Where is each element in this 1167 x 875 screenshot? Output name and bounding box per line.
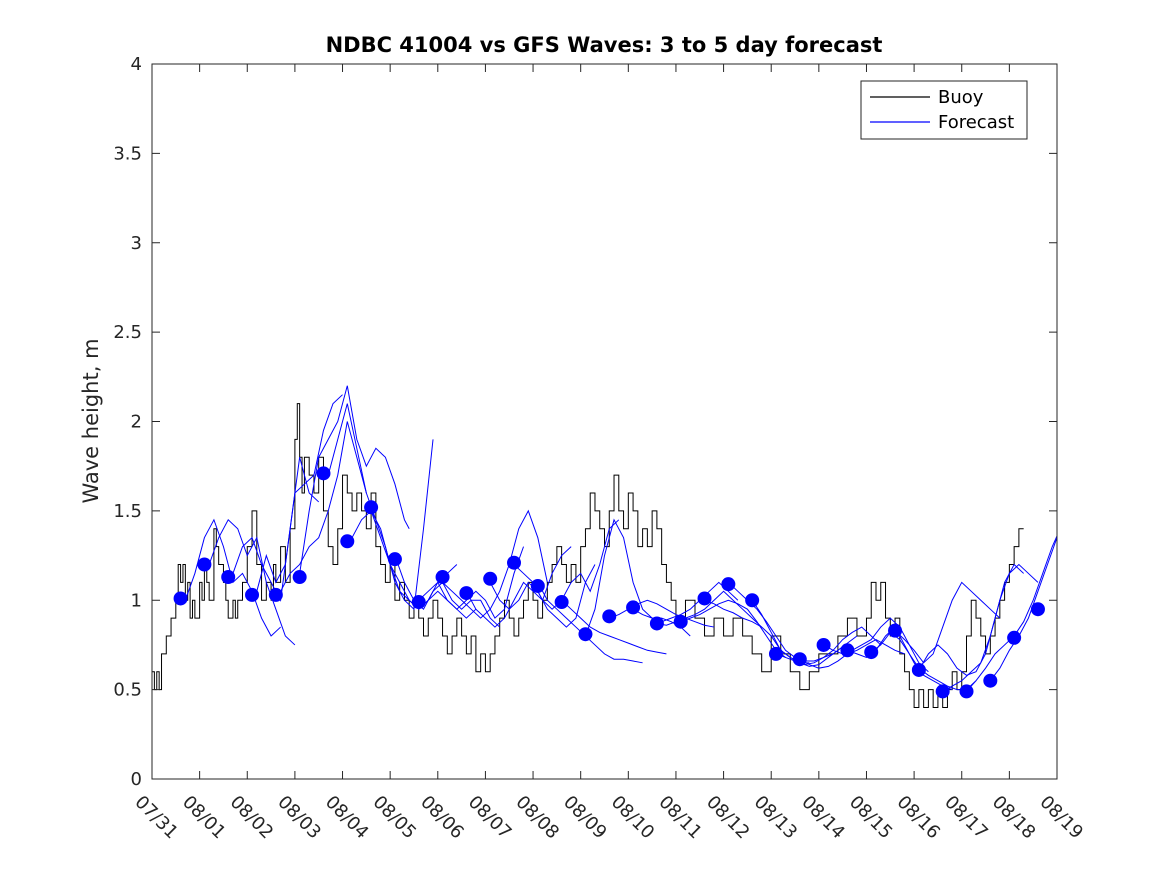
forecast-point bbox=[316, 466, 331, 481]
forecast-point bbox=[649, 616, 664, 631]
y-tick-label: 3.5 bbox=[113, 143, 142, 164]
forecast-point bbox=[1007, 630, 1022, 645]
forecast-point bbox=[435, 570, 450, 585]
forecast-point bbox=[173, 591, 188, 606]
forecast-point bbox=[792, 652, 807, 667]
forecast-point bbox=[697, 591, 712, 606]
forecast-line bbox=[280, 421, 367, 592]
forecast-line bbox=[989, 537, 1057, 681]
forecast-point bbox=[530, 578, 545, 593]
forecast-point bbox=[268, 587, 283, 602]
forecast-point bbox=[840, 643, 855, 658]
forecast-point bbox=[292, 570, 307, 585]
forecast-line bbox=[847, 626, 953, 691]
forecast-point bbox=[387, 552, 402, 567]
forecast-line bbox=[942, 563, 1039, 692]
forecast-line bbox=[561, 599, 667, 655]
forecast-points bbox=[173, 466, 1045, 699]
forecast-line bbox=[632, 581, 739, 623]
forecast-point bbox=[602, 609, 617, 624]
forecast-point bbox=[626, 600, 641, 615]
forecast-point bbox=[673, 614, 688, 629]
forecast-point bbox=[221, 570, 236, 585]
forecast-point bbox=[459, 586, 474, 601]
forecast-point bbox=[935, 684, 950, 699]
forecast-line bbox=[918, 563, 1025, 676]
y-tick-label: 0.5 bbox=[113, 680, 142, 701]
forecast-point bbox=[959, 684, 974, 699]
forecast-line bbox=[184, 518, 281, 637]
forecast-line bbox=[299, 385, 410, 574]
forecast-line bbox=[442, 509, 548, 619]
forecast-point bbox=[245, 587, 260, 602]
forecast-point bbox=[911, 662, 926, 677]
buoy-line bbox=[152, 403, 1024, 708]
legend-box bbox=[860, 80, 1028, 140]
forecast-point bbox=[983, 673, 998, 688]
forecast-point bbox=[364, 500, 379, 515]
forecast-point bbox=[483, 571, 498, 586]
forecast-point bbox=[507, 555, 521, 570]
forecast-point bbox=[768, 646, 783, 661]
y-tick-label: 1 bbox=[131, 590, 142, 611]
legend-forecast-label: Forecast bbox=[938, 112, 1014, 133]
y-axis-label: Wave height, m bbox=[79, 338, 103, 503]
legend: Buoy Forecast bbox=[860, 80, 1028, 140]
forecast-point bbox=[888, 623, 903, 638]
forecast-point bbox=[864, 645, 879, 660]
y-tick-label: 2.5 bbox=[113, 322, 142, 343]
buoy-series bbox=[152, 403, 1024, 708]
forecast-line bbox=[513, 519, 620, 610]
forecast-line bbox=[256, 394, 343, 592]
forecast-line bbox=[823, 617, 929, 673]
forecast-line bbox=[465, 546, 572, 628]
forecast-line bbox=[537, 582, 643, 664]
forecast-line bbox=[327, 403, 434, 611]
forecast-line bbox=[208, 519, 296, 646]
forecast-point bbox=[1030, 602, 1045, 617]
forecast-point bbox=[745, 593, 760, 608]
forecast-point bbox=[721, 577, 736, 592]
y-tick-label: 2 bbox=[131, 412, 142, 433]
forecast-point bbox=[554, 595, 569, 610]
chart-title: NDBC 41004 vs GFS Waves: 3 to 5 day fore… bbox=[326, 33, 883, 57]
forecast-point bbox=[578, 627, 593, 642]
y-tick-label: 0 bbox=[131, 769, 142, 790]
forecast-line bbox=[894, 581, 1001, 664]
y-tick-label: 4 bbox=[131, 54, 142, 75]
forecast-point bbox=[197, 557, 212, 572]
y-tick-label: 1.5 bbox=[113, 501, 142, 522]
forecast-line bbox=[394, 555, 501, 628]
forecast-point bbox=[340, 534, 355, 549]
legend-buoy-label: Buoy bbox=[938, 87, 984, 108]
forecast-point bbox=[411, 595, 426, 610]
forecast-line bbox=[680, 599, 786, 658]
y-axis: 0 0.5 1 1.5 2 2.5 3 3.5 4 bbox=[113, 54, 1057, 790]
y-tick-label: 3 bbox=[131, 233, 142, 254]
forecast-point bbox=[816, 637, 831, 652]
